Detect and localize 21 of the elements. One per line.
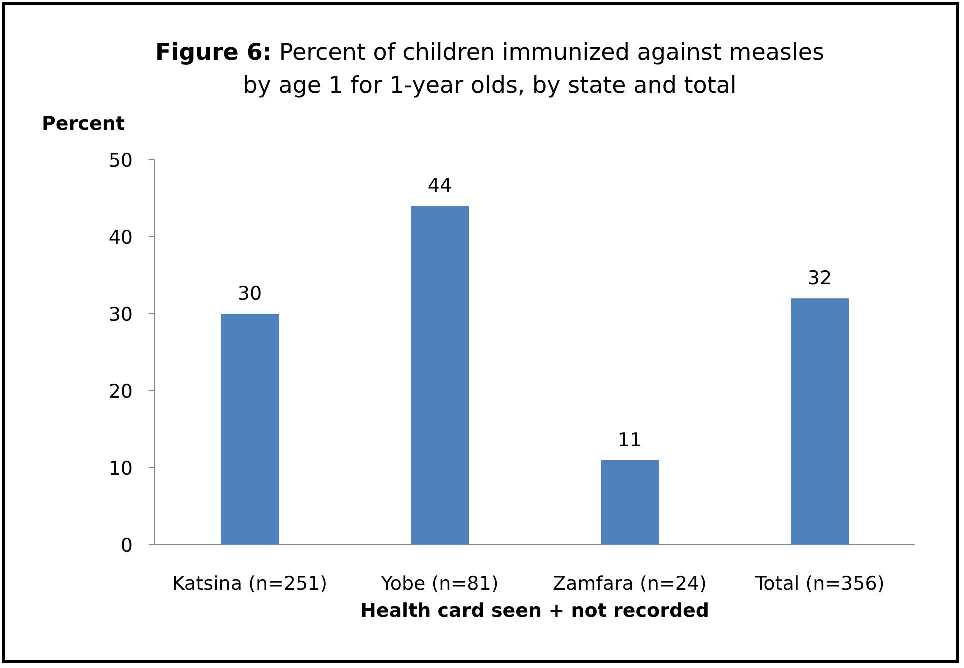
data-label: 30	[238, 283, 262, 305]
y-tick-label: 40	[108, 227, 133, 249]
bar	[791, 298, 849, 545]
x-axis-title: Health card seen + not recorded	[360, 600, 710, 622]
y-tick-label: 50	[108, 150, 133, 172]
bar	[411, 206, 469, 545]
x-tick-label: Katsina (n=251)	[172, 573, 328, 595]
x-tick-label: Total (n=356)	[754, 573, 885, 595]
x-tick-label: Zamfara (n=24)	[553, 573, 707, 595]
chart-title: Figure 6: Percent of children immunized against measles by age 1 for 1-year olds, by state and total	[156, 40, 824, 99]
bar	[221, 314, 279, 545]
bar	[601, 460, 659, 545]
y-tick-label: 20	[108, 381, 133, 403]
y-tick-label: 10	[108, 458, 133, 480]
y-tick-label: 30	[108, 304, 133, 326]
data-label: 11	[618, 429, 642, 452]
y-tick-label: 0	[120, 535, 133, 557]
data-label: 32	[808, 268, 832, 290]
y-axis-title: Percent	[42, 113, 125, 135]
x-tick-label: Yobe (n=81)	[380, 573, 499, 595]
data-label: 44	[428, 175, 452, 198]
